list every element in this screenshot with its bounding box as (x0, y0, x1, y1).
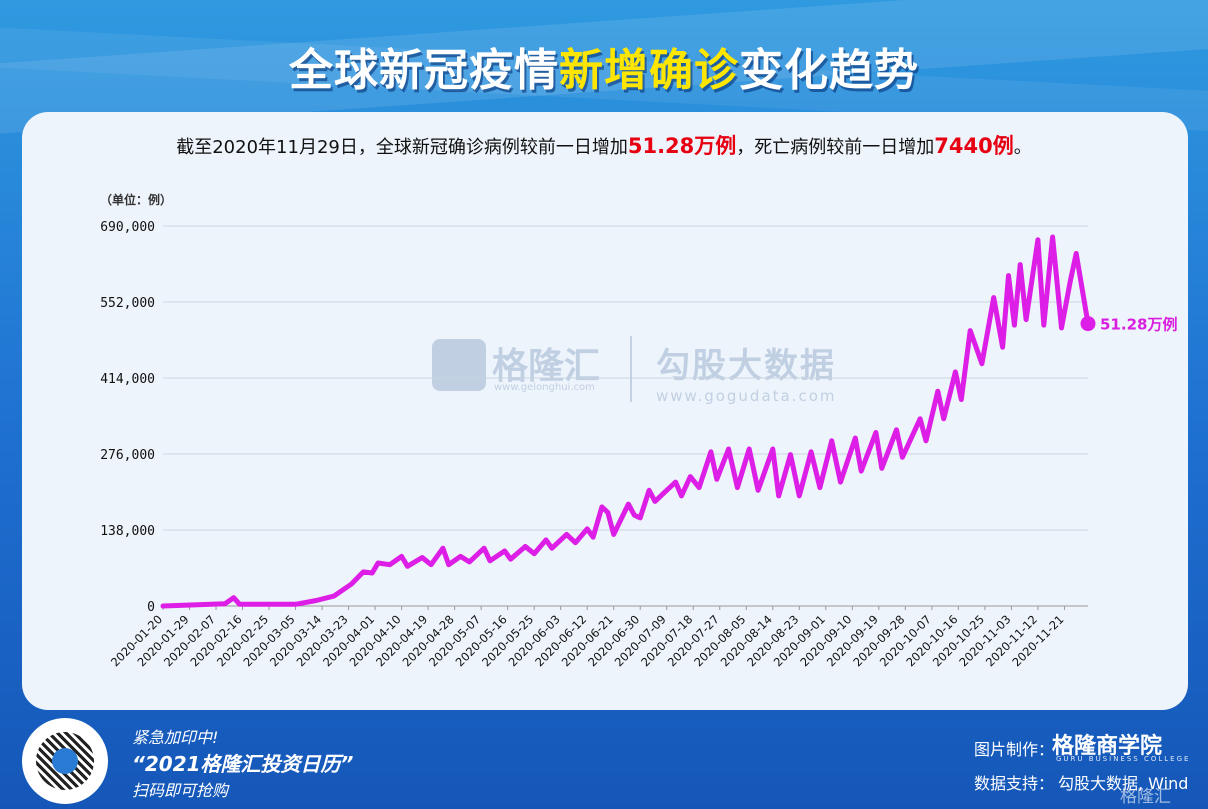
title-highlight: 新增确诊 (559, 45, 739, 96)
y-tick-label: 414,000 (100, 372, 155, 387)
end-point-marker (1080, 316, 1096, 332)
promo-line-1: 紧急加印中! (132, 728, 219, 747)
gelonghui-logo-icon (432, 339, 486, 391)
summary-suffix: 。 (1013, 137, 1032, 158)
promo-line-2: “2021格隆汇投资日历” (132, 752, 354, 776)
title-part2: 变化趋势 (739, 45, 919, 96)
made-by-brand: 格隆商学院 (1052, 734, 1163, 759)
y-tick-label: 0 (147, 600, 155, 615)
watermark-brand: 格隆汇 (492, 346, 601, 387)
data-source-label: 数据支持： (974, 774, 1055, 793)
watermark-partner: 勾股大数据 (656, 346, 836, 386)
gogudata-watermark: 勾股大数据 www.gogudata.com (656, 338, 837, 405)
made-by-brand-sub: GURU BUSINESS COLLEGE (1056, 755, 1191, 763)
watermark-divider (630, 336, 632, 402)
y-tick-label: 138,000 (100, 524, 155, 539)
y-tick-label: 690,000 (100, 220, 155, 235)
summary-middle: ，死亡病例较前一日增加 (736, 137, 935, 158)
watermark-brand-url: www.gelonghui.com (494, 382, 595, 393)
promo-line-3: 扫码即可抢购 (132, 781, 229, 800)
summary-new-deaths: 7440例 (934, 134, 1014, 158)
chart-card (22, 112, 1188, 710)
summary-text: 截至2020年11月29日，全球新冠确诊病例较前一日增加51.28万例，死亡病例… (0, 130, 1208, 160)
gelonghui-watermark: 格隆汇 www.gelonghui.com (432, 335, 612, 400)
summary-new-cases: 51.28万例 (627, 134, 737, 158)
watermark-partner-url: www.gogudata.com (656, 387, 837, 405)
qr-center-logo-icon (52, 748, 78, 774)
y-tick-label: 276,000 (100, 448, 155, 463)
made-by-label: 图片制作： (974, 740, 1055, 759)
page-title: 全球新冠疫情新增确诊变化趋势 (0, 34, 1208, 98)
title-part1: 全球新冠疫情 (289, 45, 559, 96)
y-unit-label: （单位：例） (100, 192, 172, 207)
summary-prefix: 截至2020年11月29日，全球新冠确诊病例较前一日增加 (176, 137, 628, 158)
new-cases-series-line (160, 234, 1091, 609)
corner-watermark: 格隆汇 (1120, 787, 1171, 807)
qr-code[interactable] (22, 718, 108, 804)
data-source-value: 勾股大数据, Wind (1058, 774, 1189, 793)
y-tick-label: 552,000 (100, 296, 155, 311)
end-point-label: 51.28万例 (1100, 316, 1177, 334)
